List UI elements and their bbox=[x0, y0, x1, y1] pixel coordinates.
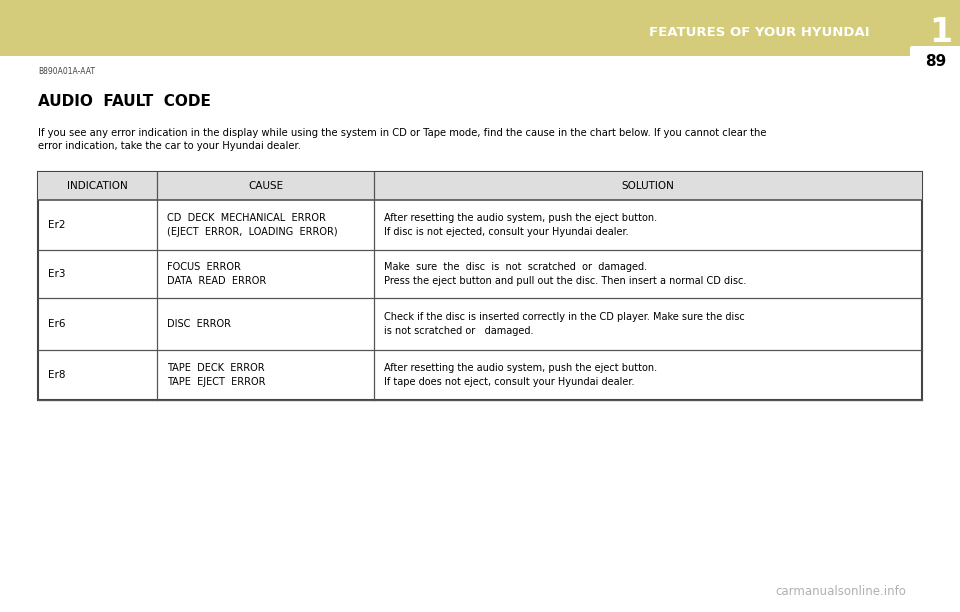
Text: If you see any error indication in the display while using the system in CD or T: If you see any error indication in the d… bbox=[38, 128, 766, 138]
Text: B890A01A-AAT: B890A01A-AAT bbox=[38, 67, 95, 76]
Text: After resetting the audio system, push the eject button.
If tape does not eject,: After resetting the audio system, push t… bbox=[384, 363, 657, 387]
Text: After resetting the audio system, push the eject button.
If disc is not ejected,: After resetting the audio system, push t… bbox=[384, 213, 657, 237]
Bar bbox=[38, 172, 922, 400]
Text: Er6: Er6 bbox=[48, 319, 65, 329]
Text: Er2: Er2 bbox=[48, 220, 65, 230]
Text: 89: 89 bbox=[925, 53, 947, 69]
Text: SOLUTION: SOLUTION bbox=[621, 181, 674, 191]
Text: error indication, take the car to your Hyundai dealer.: error indication, take the car to your H… bbox=[38, 141, 301, 151]
Text: Er8: Er8 bbox=[48, 370, 65, 380]
Text: AUDIO  FAULT  CODE: AUDIO FAULT CODE bbox=[38, 94, 211, 109]
Text: FOCUS  ERROR
DATA  READ  ERROR: FOCUS ERROR DATA READ ERROR bbox=[167, 262, 267, 286]
Text: DISC  ERROR: DISC ERROR bbox=[167, 319, 231, 329]
Text: 1: 1 bbox=[929, 16, 952, 49]
Bar bbox=[0, 0, 960, 56]
Text: carmanualsonline.info: carmanualsonline.info bbox=[775, 585, 906, 598]
Text: Er3: Er3 bbox=[48, 269, 65, 279]
Text: Make  sure  the  disc  is  not  scratched  or  damaged.
Press the eject button a: Make sure the disc is not scratched or d… bbox=[384, 262, 746, 286]
Text: TAPE  DECK  ERROR
TAPE  EJECT  ERROR: TAPE DECK ERROR TAPE EJECT ERROR bbox=[167, 363, 266, 387]
Text: CD  DECK  MECHANICAL  ERROR
(EJECT  ERROR,  LOADING  ERROR): CD DECK MECHANICAL ERROR (EJECT ERROR, L… bbox=[167, 213, 338, 237]
Text: CAUSE: CAUSE bbox=[248, 181, 283, 191]
FancyBboxPatch shape bbox=[910, 46, 960, 76]
Text: INDICATION: INDICATION bbox=[67, 181, 128, 191]
Text: Check if the disc is inserted correctly in the CD player. Make sure the disc
is : Check if the disc is inserted correctly … bbox=[384, 312, 745, 336]
Text: FEATURES OF YOUR HYUNDAI: FEATURES OF YOUR HYUNDAI bbox=[649, 26, 870, 39]
Bar bbox=[38, 172, 922, 200]
